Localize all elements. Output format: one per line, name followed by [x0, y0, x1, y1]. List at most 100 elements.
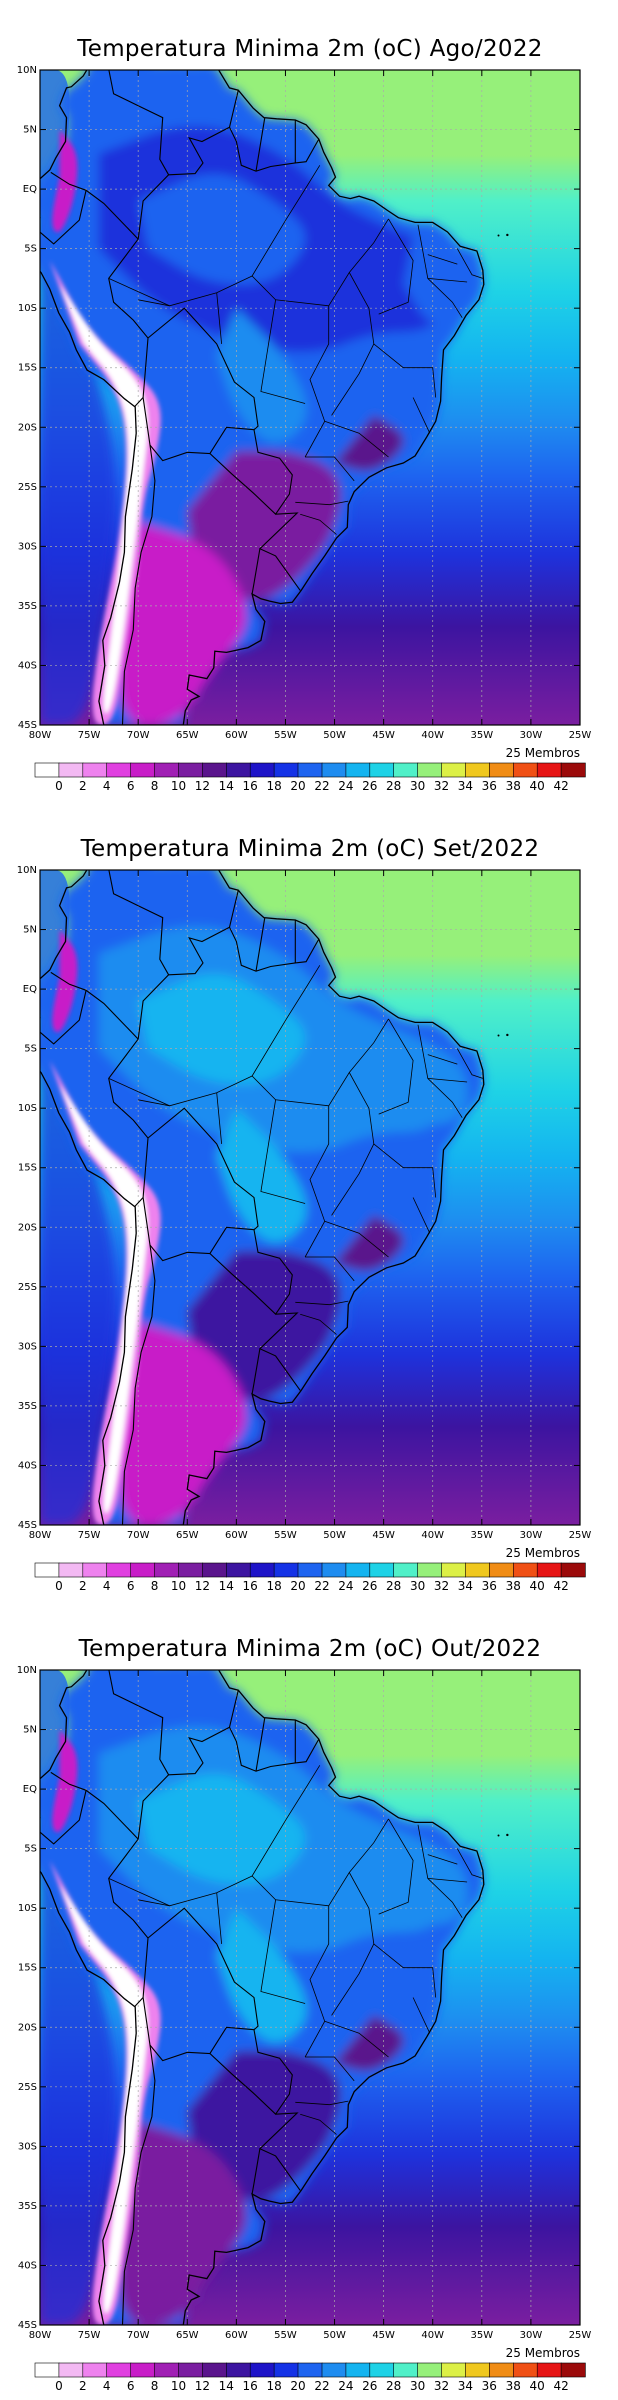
colorbar-swatch [226, 1562, 251, 1578]
colorbar-swatch [202, 1562, 227, 1578]
lon-tick-label: 40W [421, 2330, 444, 2341]
colorbar-label: 28 [386, 1579, 401, 1593]
colorbar-label: 0 [55, 2379, 63, 2393]
lat-tick-label: 45S [18, 2320, 37, 2331]
colorbar-swatch [417, 762, 443, 778]
colorbar-label: 4 [103, 779, 111, 793]
lon-tick-label: 40W [421, 730, 444, 741]
colorbar-swatch [82, 762, 108, 778]
lon-tick-label: 70W [127, 1530, 150, 1541]
colorbar-label: 14 [219, 779, 234, 793]
lat-tick-label: 45S [18, 1520, 37, 1531]
colorbar-swatch [249, 1562, 275, 1578]
colorbar-label: 34 [458, 779, 473, 793]
lon-tick-label: 45W [372, 2330, 395, 2341]
colorbar-swatch [297, 2362, 323, 2378]
map-frame [39, 869, 581, 1526]
coastline [40, 70, 485, 725]
lon-tick-label: 50W [323, 2330, 346, 2341]
colorbar-swatch [249, 2362, 275, 2378]
colorbar-swatch [202, 762, 227, 778]
lon-tick-label: 30W [520, 1530, 543, 1541]
colorbar-label: 26 [362, 2379, 377, 2393]
lon-tick-label: 50W [323, 730, 346, 741]
lon-tick-label: 65W [176, 1530, 199, 1541]
colorbar-label: 38 [506, 1579, 521, 1593]
colorbar-label: 30 [410, 779, 425, 793]
colorbar-label: 4 [103, 1579, 111, 1593]
colorbar-label: 0 [55, 779, 63, 793]
colorbar-swatch [345, 2362, 371, 2378]
lon-tick-label: 60W [225, 2330, 248, 2341]
lat-tick-label: 5N [23, 1725, 37, 1736]
state-borders [108, 1765, 483, 2135]
colorbar-swatch [154, 1562, 180, 1578]
lon-tick-label: 80W [29, 2330, 52, 2341]
colorbar-label: 34 [458, 1579, 473, 1593]
colorbar-label: 38 [506, 779, 521, 793]
colorbar-label: 12 [195, 1579, 210, 1593]
colorbar-swatch [512, 2362, 538, 2378]
lon-tick-label: 75W [78, 730, 101, 741]
colorbar-swatch [488, 1562, 514, 1578]
colorbar-label: 20 [290, 2379, 305, 2393]
lat-tick-label: 10S [18, 1103, 37, 1114]
colorbar-swatch [82, 2362, 108, 2378]
lon-tick-label: 30W [520, 730, 543, 741]
lat-tick-label: 5S [24, 244, 37, 255]
members-label: 25 Membros [506, 1546, 580, 1560]
colorbar-swatch [321, 762, 347, 778]
colorbar-label: 10 [171, 1579, 186, 1593]
lon-tick-label: 25W [569, 1530, 592, 1541]
coastline [40, 870, 485, 1525]
lat-tick-label: 45S [18, 720, 37, 731]
island-marker [506, 1033, 509, 1037]
colorbar-swatch [82, 1562, 108, 1578]
colorbar-swatch [154, 2362, 180, 2378]
lat-tick-label: 30S [18, 2141, 37, 2152]
colorbar-label: 36 [482, 2379, 497, 2393]
colorbar-label: 18 [266, 2379, 281, 2393]
colorbar-swatch [178, 2362, 204, 2378]
colorbar-swatch [130, 762, 156, 778]
colorbar-swatch [512, 1562, 538, 1578]
lat-tick-label: 40S [18, 660, 37, 671]
state-borders [108, 965, 483, 1335]
colorbar-swatch [417, 2362, 443, 2378]
colorbar-swatch [130, 1562, 156, 1578]
colorbar: 0 2 4 6 8 10 12 14 16 18 20 22 24 26 28 30 32 34 36 38 40 42 [34, 762, 586, 793]
colorbar-swatch [321, 1562, 347, 1578]
colorbar-label: 40 [530, 779, 545, 793]
colorbar-swatch [536, 1562, 562, 1578]
map-title: Temperatura Minima 2m (oC) Set/2022 [80, 836, 540, 862]
lat-tick-label: 15S [18, 363, 37, 374]
lat-tick-label: 10N [17, 865, 37, 876]
colorbar-label: 16 [243, 779, 258, 793]
map-title: Temperatura Minima 2m (oC) Out/2022 [78, 1636, 542, 1662]
colorbar-label: 24 [338, 1579, 353, 1593]
island-marker [497, 1034, 500, 1037]
lat-tick-label: 15S [18, 1963, 37, 1974]
colorbar-label: 8 [151, 779, 159, 793]
colorbar-label: 6 [127, 1579, 135, 1593]
lat-tick-label: 35S [18, 1401, 37, 1412]
colorbar-swatch [178, 762, 204, 778]
colorbar-swatch [465, 762, 490, 778]
lon-tick-label: 70W [127, 2330, 150, 2341]
colorbar-swatch [512, 762, 538, 778]
colorbar-label: 42 [553, 779, 568, 793]
map-title: Temperatura Minima 2m (oC) Ago/2022 [77, 36, 543, 62]
lon-tick-label: 55W [274, 730, 297, 741]
colorbar-label: 2 [79, 2379, 87, 2393]
lat-tick-label: 25S [18, 482, 37, 493]
colorbar-label: 22 [314, 779, 329, 793]
colorbar-label: 8 [151, 2379, 159, 2393]
colorbar-label: 16 [243, 2379, 258, 2393]
lat-tick-label: 20S [18, 2022, 37, 2033]
island-marker [506, 1833, 509, 1837]
colorbar-swatch [488, 2362, 514, 2378]
lat-tick-label: 15S [18, 1163, 37, 1174]
colorbar-label: 10 [171, 2379, 186, 2393]
lat-tick-label: 30S [18, 1341, 37, 1352]
colorbar-swatch [560, 762, 586, 778]
